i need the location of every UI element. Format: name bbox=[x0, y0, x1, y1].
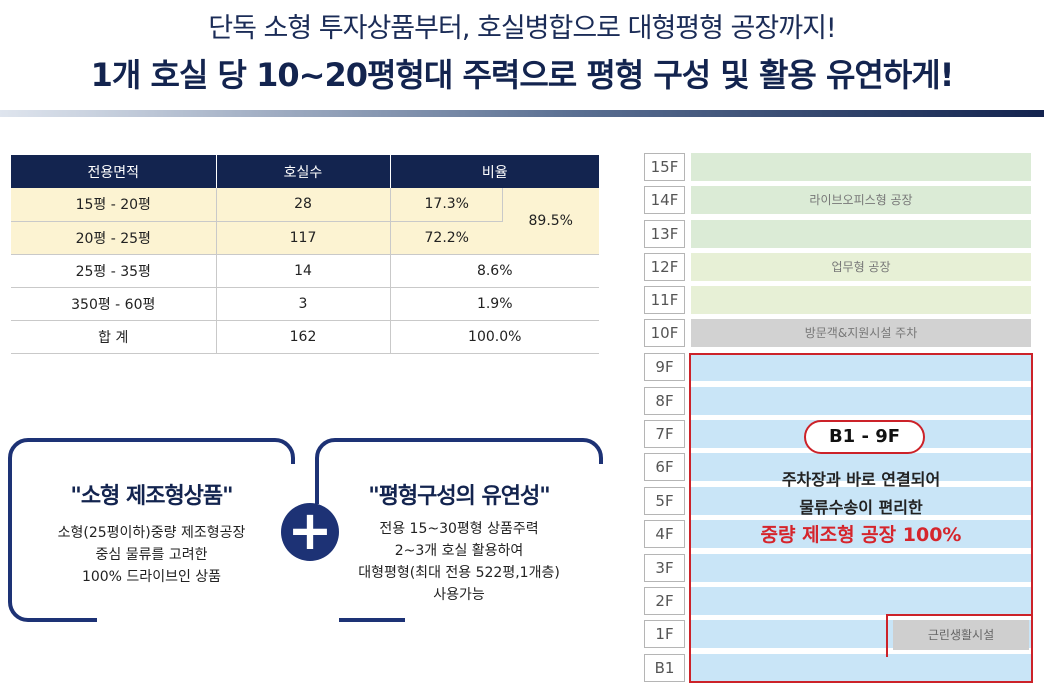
floor-bar-14f: 라이브오피스형 공장 bbox=[691, 186, 1031, 214]
floor-label: 6F bbox=[644, 453, 685, 481]
zone-highlight: 중량 제조형 공장 100% bbox=[760, 524, 962, 546]
floor-label: 13F bbox=[644, 220, 685, 248]
header-divider bbox=[0, 110, 1044, 117]
desc-line: 2~3개 호실 활용하여 bbox=[394, 543, 524, 559]
combined-ratio: 89.5% bbox=[502, 188, 599, 255]
headline-subtitle: 단독 소형 투자상품부터, 호실병합으로 대형평형 공장까지! bbox=[208, 13, 836, 44]
feature-title: "소형 제조형상품" bbox=[70, 484, 233, 509]
floor-bar-5f bbox=[691, 487, 1031, 515]
desc-line: 전용 15~30평형 상품주력 bbox=[379, 521, 539, 537]
floor-label: 4F bbox=[644, 520, 685, 548]
feature-box-small-manufacturing: "소형 제조형상품" 소형(25평이하)중량 제조형공장 중심 물류를 고려한 … bbox=[8, 438, 297, 624]
table-header-ratio: 비율 bbox=[390, 155, 599, 188]
table-header-count: 호실수 bbox=[216, 155, 391, 188]
floor-label: 14F bbox=[644, 186, 685, 214]
table-row: 20평 - 25평 117 72.2% bbox=[11, 221, 599, 255]
row-count: 3 bbox=[216, 287, 391, 321]
desc-line: 100% 드라이브인 상품 bbox=[81, 569, 222, 585]
floor-label: 9F bbox=[644, 353, 685, 381]
row-count: 14 bbox=[216, 254, 391, 288]
floor-label: 5F bbox=[644, 487, 685, 515]
floor-label: B1 bbox=[644, 654, 685, 682]
table-header-row: 전용면적 호실수 비율 bbox=[11, 155, 599, 188]
row-ratio: 1.9% bbox=[390, 287, 599, 321]
floor-label: 15F bbox=[644, 153, 685, 181]
row-ratio: 72.2% bbox=[390, 221, 502, 255]
floor-label: 8F bbox=[644, 387, 685, 415]
floor-bar-2f bbox=[691, 587, 1031, 615]
plus-icon: + bbox=[281, 503, 339, 561]
row-count: 117 bbox=[216, 221, 391, 255]
row-count: 28 bbox=[216, 188, 391, 222]
floor-bar-4f bbox=[691, 520, 1031, 548]
facility-label: 근린생활시설 bbox=[893, 620, 1029, 650]
floor-bar-b1 bbox=[691, 654, 1031, 682]
floor-bar-9f bbox=[691, 353, 1031, 381]
manufacturing-zone-frame bbox=[689, 353, 1033, 683]
row-ratio: 17.3% bbox=[390, 188, 503, 222]
area-table: 전용면적 호실수 비율 15평 - 20평 28 17.3% 89.5% 20평… bbox=[11, 155, 599, 354]
floor-label: 1F bbox=[644, 620, 685, 648]
headline-title: 1개 호실 당 10~20평형대 주력으로 평형 구성 및 활용 유연하게! bbox=[90, 56, 955, 94]
floor-bar-6f bbox=[691, 453, 1031, 481]
desc-line: 사용가능 bbox=[433, 587, 485, 603]
floor-bar-3f bbox=[691, 554, 1031, 582]
feature-title: "평형구성의 유연성" bbox=[368, 484, 551, 509]
floor-bar-15f bbox=[691, 153, 1031, 181]
total-count: 162 bbox=[216, 320, 391, 354]
feature-description: 전용 15~30평형 상품주력 2~3개 호실 활용하여 대형평형(최대 전용 … bbox=[319, 518, 599, 606]
floor-bar-11f bbox=[691, 286, 1031, 314]
feature-box-flexibility: "평형구성의 유연성" 전용 15~30평형 상품주력 2~3개 호실 활용하여… bbox=[313, 438, 605, 624]
zone-description-line: 물류수송이 편리한 bbox=[799, 498, 923, 517]
table-header-area: 전용면적 bbox=[11, 155, 217, 188]
facility-zone-frame bbox=[886, 614, 1033, 657]
floor-bar-10f: 방문객&지원시설 주차 bbox=[691, 319, 1031, 347]
total-ratio: 100.0% bbox=[390, 320, 599, 354]
floor-label: 7F bbox=[644, 420, 685, 448]
feature-description: 소형(25평이하)중량 제조형공장 중심 물류를 고려한 100% 드라이브인 … bbox=[12, 522, 291, 588]
row-area: 350평 - 60평 bbox=[11, 287, 217, 321]
floor-range-badge: B1 - 9F bbox=[804, 420, 925, 454]
row-area: 25평 - 35평 bbox=[11, 254, 217, 288]
floor-bar-8f bbox=[691, 387, 1031, 415]
table-row: 350평 - 60평 3 1.9% bbox=[11, 287, 599, 321]
row-area: 15평 - 20평 bbox=[11, 188, 217, 222]
table-total-row: 합 계 162 100.0% bbox=[11, 320, 599, 354]
row-area: 20평 - 25평 bbox=[11, 221, 217, 255]
floor-label: 2F bbox=[644, 587, 685, 615]
desc-line: 소형(25평이하)중량 제조형공장 bbox=[57, 525, 246, 541]
floor-bar-13f bbox=[691, 220, 1031, 248]
row-ratio: 8.6% bbox=[390, 254, 599, 288]
table-row: 25평 - 35평 14 8.6% bbox=[11, 254, 599, 288]
desc-line: 대형평형(최대 전용 522평,1개층) bbox=[358, 565, 560, 581]
zone-description-line: 주차장과 바로 연결되어 bbox=[781, 470, 941, 489]
floor-label: 11F bbox=[644, 286, 685, 314]
floor-label: 12F bbox=[644, 253, 685, 281]
floor-bar-12f: 업무형 공장 bbox=[691, 253, 1031, 281]
total-label: 합 계 bbox=[11, 320, 217, 354]
floor-label: 10F bbox=[644, 319, 685, 347]
desc-line: 중심 물류를 고려한 bbox=[95, 547, 208, 563]
table-row: 15평 - 20평 28 17.3% 89.5% bbox=[11, 188, 599, 255]
floor-label: 3F bbox=[644, 554, 685, 582]
